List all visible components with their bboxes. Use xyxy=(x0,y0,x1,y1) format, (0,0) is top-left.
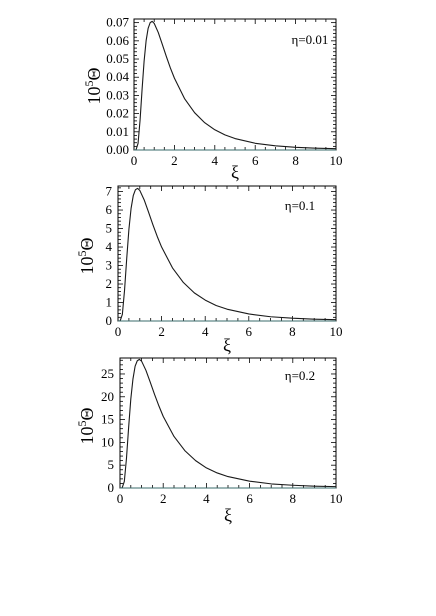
y-tick-label: 0 xyxy=(108,480,115,495)
y-axis-label-exponent: 5 xyxy=(75,421,89,427)
x-tick-label: 4 xyxy=(212,153,219,168)
y-tick-label: 0.02 xyxy=(106,106,129,121)
x-axis-label: ξ xyxy=(224,505,232,525)
y-axis-label-base: 10 xyxy=(77,427,97,445)
y-tick-label: 15 xyxy=(101,412,114,427)
x-tick-label: 0 xyxy=(115,324,122,339)
x-axis-label: ξ xyxy=(223,335,231,355)
y-tick-label: 0.00 xyxy=(106,142,129,157)
y-tick-label: 4 xyxy=(106,239,113,254)
y-tick-label: 6 xyxy=(106,202,113,217)
y-axis-label-variable: Θ xyxy=(77,408,97,421)
y-axis-label: 105Θ xyxy=(75,238,97,275)
y-axis-label-base: 10 xyxy=(84,87,104,105)
series-curve xyxy=(133,20,337,151)
y-tick-label: 0.03 xyxy=(106,87,129,102)
x-tick-label: 6 xyxy=(246,324,253,339)
y-tick-label: 0.06 xyxy=(106,33,129,48)
chart-panel-1: 0 2 4 6 8 10 0.00 0.01 0.02 0.03 0.04 0.05 0.06 0.07 η… xyxy=(82,15,343,182)
y-axis-label-base: 10 xyxy=(77,257,97,275)
x-tick-label: 0 xyxy=(131,153,138,168)
series-curve xyxy=(117,187,337,322)
y-tick-label: 20 xyxy=(101,389,114,404)
eta-annotation: η=0.1 xyxy=(285,198,315,213)
y-tick-label: 0.07 xyxy=(106,15,129,30)
y-tick-label: 2 xyxy=(106,276,113,291)
x-tick-label: 10 xyxy=(330,324,343,339)
series-curve xyxy=(119,358,337,489)
y-axis-label-exponent: 5 xyxy=(75,251,89,257)
eta-annotation: η=0.01 xyxy=(292,32,329,47)
y-tick-label: 0.01 xyxy=(106,124,129,139)
x-tick-label: 2 xyxy=(171,153,178,168)
y-axis-label: 105Θ xyxy=(82,68,104,105)
y-tick-label: 7 xyxy=(106,184,113,199)
x-tick-label: 0 xyxy=(117,491,124,506)
y-tick-label: 5 xyxy=(106,221,113,236)
y-tick-label: 0.05 xyxy=(106,51,129,66)
y-tick-label: 5 xyxy=(108,457,115,472)
x-tick-label: 10 xyxy=(330,153,343,168)
y-axis-label-variable: Θ xyxy=(77,238,97,251)
x-tick-label: 8 xyxy=(290,491,297,506)
y-tick-label: 10 xyxy=(101,434,114,449)
x-tick-label: 2 xyxy=(158,324,165,339)
x-tick-label: 8 xyxy=(292,153,299,168)
y-tick-label: 3 xyxy=(106,258,113,273)
x-tick-label: 2 xyxy=(160,491,167,506)
x-tick-label: 6 xyxy=(252,153,259,168)
x-tick-label: 10 xyxy=(330,491,343,506)
x-tick-label: 6 xyxy=(246,491,253,506)
y-axis-label-variable: Θ xyxy=(84,68,104,81)
y-axis-label: 105Θ xyxy=(75,408,97,445)
x-tick-label: 4 xyxy=(202,324,209,339)
eta-annotation: η=0.2 xyxy=(285,368,315,383)
x-tick-label: 4 xyxy=(203,491,210,506)
y-tick-label: 1 xyxy=(106,295,113,310)
y-axis-label-exponent: 5 xyxy=(82,81,96,87)
y-tick-label: 25 xyxy=(101,366,114,381)
x-axis-label: ξ xyxy=(231,162,239,182)
x-tick-label: 8 xyxy=(289,324,296,339)
y-tick-label: 0 xyxy=(106,313,113,328)
y-tick-label: 0.04 xyxy=(106,69,129,84)
